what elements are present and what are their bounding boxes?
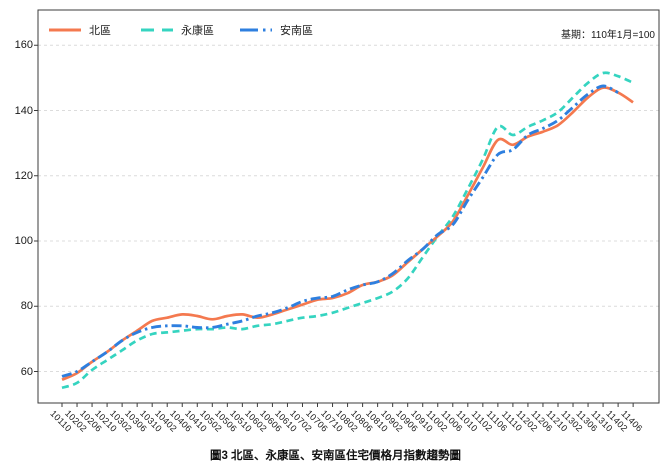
series-line-2 bbox=[61, 84, 619, 378]
y-tick-label: 60 bbox=[20, 365, 33, 378]
legend-swatch-dashdot bbox=[240, 28, 272, 32]
legend-item-1: 永康區 bbox=[140, 21, 214, 39]
y-tick-label: 80 bbox=[20, 300, 33, 313]
legend-item-0: 北區 bbox=[48, 21, 111, 39]
y-tick-label: 120 bbox=[14, 169, 33, 182]
legend-label: 北區 bbox=[89, 25, 111, 37]
legend-label: 安南區 bbox=[280, 25, 313, 37]
y-tick-label: 160 bbox=[14, 39, 33, 52]
legend-swatch-solid bbox=[49, 28, 81, 32]
legend-label: 永康區 bbox=[181, 25, 214, 37]
legend-swatch-dashed bbox=[141, 28, 173, 32]
y-tick-label: 100 bbox=[14, 235, 33, 247]
series-line-1 bbox=[61, 71, 634, 390]
plot-border bbox=[37, 9, 660, 404]
series-line-0 bbox=[61, 86, 634, 381]
baseline-annotation: 基期：110年1月=100 bbox=[560, 30, 655, 41]
y-tick-label: 140 bbox=[14, 104, 33, 117]
legend-item-2: 安南區 bbox=[239, 21, 313, 39]
chart-title: 圖3 北區、永康區、安南區住宅價格月指數趨勢圖 bbox=[209, 450, 462, 462]
